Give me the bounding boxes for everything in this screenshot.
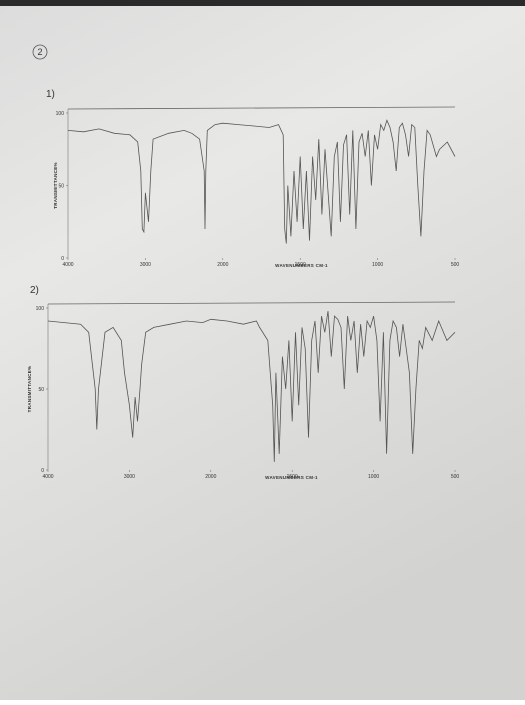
y-axis-title: TRANSMITTANCE%	[53, 162, 58, 209]
x-tick-label: 1500	[287, 474, 298, 480]
x-tick-label: 1500	[295, 262, 306, 268]
top-border	[47, 301, 456, 305]
x-tick-label: 3000	[124, 474, 135, 480]
x-tick-label: 1000	[372, 262, 383, 268]
top-edge	[0, 0, 525, 6]
page-mark-circle	[32, 44, 48, 60]
x-tick-label: 3000	[140, 262, 151, 268]
panel-label: 1)	[46, 89, 55, 100]
page-mark: 2	[37, 47, 42, 57]
x-axis-title: WAVENUMBERS CM-1	[275, 263, 328, 268]
spectrum-line	[47, 311, 456, 462]
x-tick-label: 500	[451, 262, 460, 268]
panel-label: 2)	[30, 285, 39, 296]
y-tick-label: 100	[36, 306, 45, 312]
y-axis-title: TRANSMITTANCE%	[27, 366, 32, 413]
x-tick-label: 1000	[368, 474, 379, 480]
spectrum-line	[67, 119, 456, 244]
x-tick-label: 4000	[62, 262, 73, 268]
y-tick-label: 100	[56, 111, 65, 117]
y-tick-label: 50	[38, 387, 44, 393]
x-tick-label: 500	[451, 474, 460, 480]
y-tick-label: 50	[58, 184, 64, 190]
y-tick-label: 0	[61, 256, 64, 262]
x-tick-label: 2000	[205, 474, 216, 480]
top-border	[67, 106, 456, 110]
x-axis-title: WAVENUMBERS CM-1	[265, 475, 318, 480]
y-tick-label: 0	[41, 468, 44, 474]
x-tick-label: 2000	[217, 262, 228, 268]
x-tick-label: 4000	[42, 474, 53, 480]
